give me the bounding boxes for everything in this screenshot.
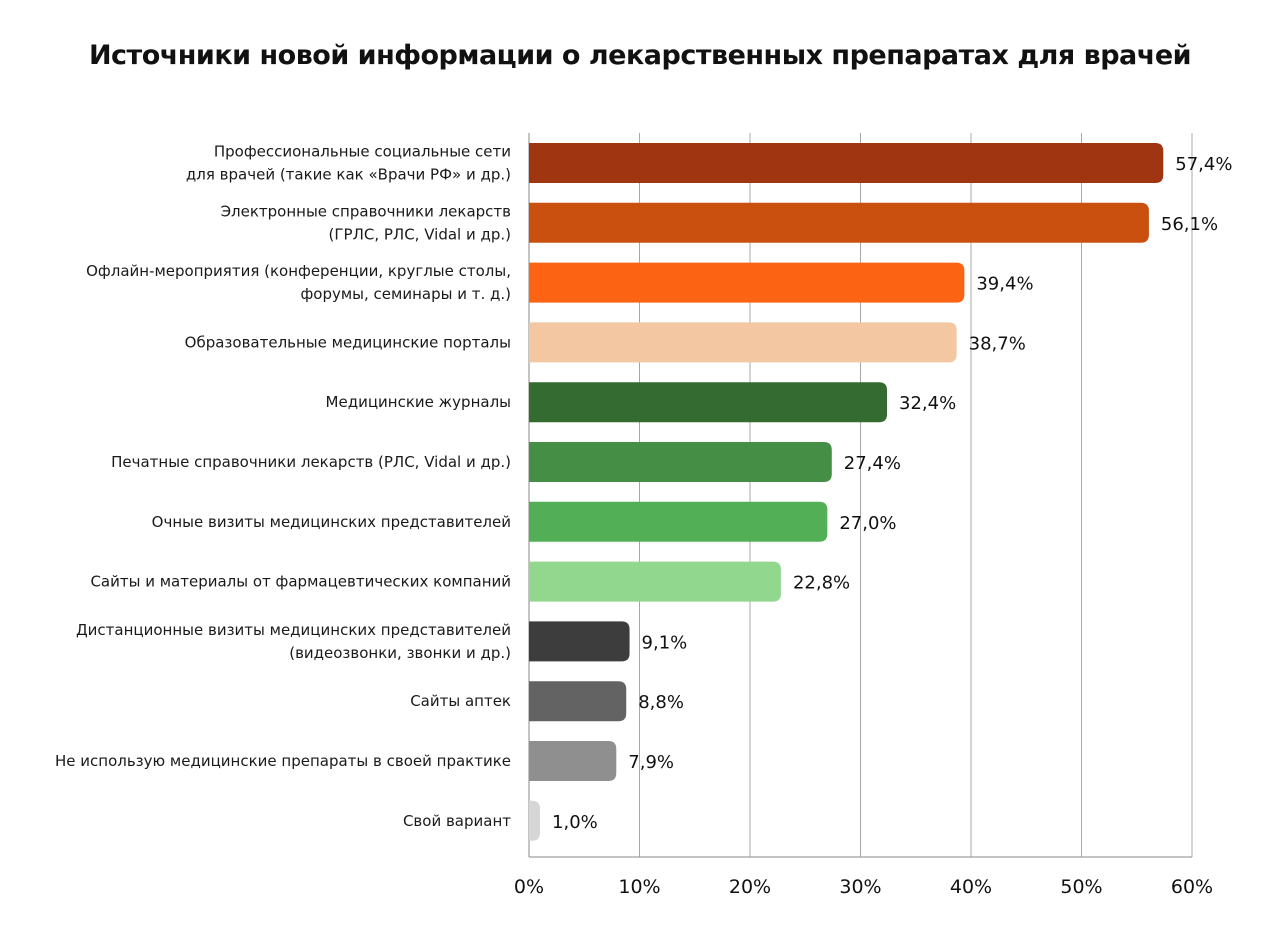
value-label: 56,1%: [1161, 214, 1218, 235]
category-label: Свой вариант: [403, 812, 511, 830]
bar: [529, 621, 630, 662]
category-labels: Профессиональные социальные сети для врач…: [55, 143, 511, 830]
value-label: 32,4%: [899, 393, 956, 414]
category-label: Медицинские журналы: [326, 393, 511, 411]
bar: [529, 382, 888, 423]
category-label: Сайты и материалы от фармацевтических ко…: [90, 573, 511, 591]
value-label: 39,4%: [976, 274, 1033, 295]
bar: [529, 202, 1149, 243]
value-label: 8,8%: [638, 692, 684, 713]
bar: [529, 143, 1164, 183]
value-label: 9,1%: [642, 632, 688, 653]
category-label: Очные визиты медицинских представителей: [152, 513, 511, 531]
x-tick-label: 10%: [618, 876, 660, 898]
bars: [529, 143, 1164, 841]
bar: [529, 262, 965, 303]
grid-lines: [528, 133, 1193, 858]
value-label: 27,4%: [844, 453, 901, 474]
value-label: 57,4%: [1175, 154, 1232, 175]
category-label: Печатные справочники лекарств (РЛС, Vida…: [111, 453, 511, 471]
x-tick-label: 40%: [950, 876, 992, 898]
category-label: Дистанционные визиты медицинских предста…: [76, 621, 511, 662]
value-label: 7,9%: [628, 752, 674, 773]
value-label: 22,8%: [793, 573, 850, 594]
value-label: 38,7%: [969, 333, 1026, 354]
category-label: Образовательные медицинские порталы: [185, 333, 511, 351]
bar: [529, 501, 828, 542]
bar: [529, 741, 617, 781]
category-label: Офлайн-мероприятия (конференции, круглые…: [86, 262, 511, 303]
value-labels: 57,4% 56,1% 39,4% 38,7% 32,4% 27,4% 27,0% 22,8%…: [552, 154, 1232, 833]
bar: [529, 681, 627, 722]
x-tick-label: 30%: [839, 876, 881, 898]
value-label: 1,0%: [552, 812, 598, 833]
x-tick-label: 0%: [514, 876, 544, 898]
category-label: Не использую медицинские препараты в сво…: [55, 752, 511, 770]
bar: [529, 442, 832, 482]
x-tick-label: 50%: [1060, 876, 1102, 898]
x-axis-ticks: 0% 10% 20% 30% 40% 50% 60%: [514, 876, 1213, 898]
bar: [529, 322, 957, 363]
chart-title: Источники новой информации о лекарственн…: [88, 40, 1192, 71]
value-label: 27,0%: [839, 513, 896, 534]
bar: [529, 800, 541, 841]
bar: [529, 561, 781, 602]
category-label: Электронные справочники лекарств (ГРЛС, Р…: [221, 202, 511, 243]
category-label: Профессиональные социальные сети для врач…: [186, 143, 511, 184]
category-label: Сайты аптек: [410, 692, 511, 710]
x-tick-label: 60%: [1171, 876, 1213, 898]
x-tick-label: 20%: [729, 876, 771, 898]
